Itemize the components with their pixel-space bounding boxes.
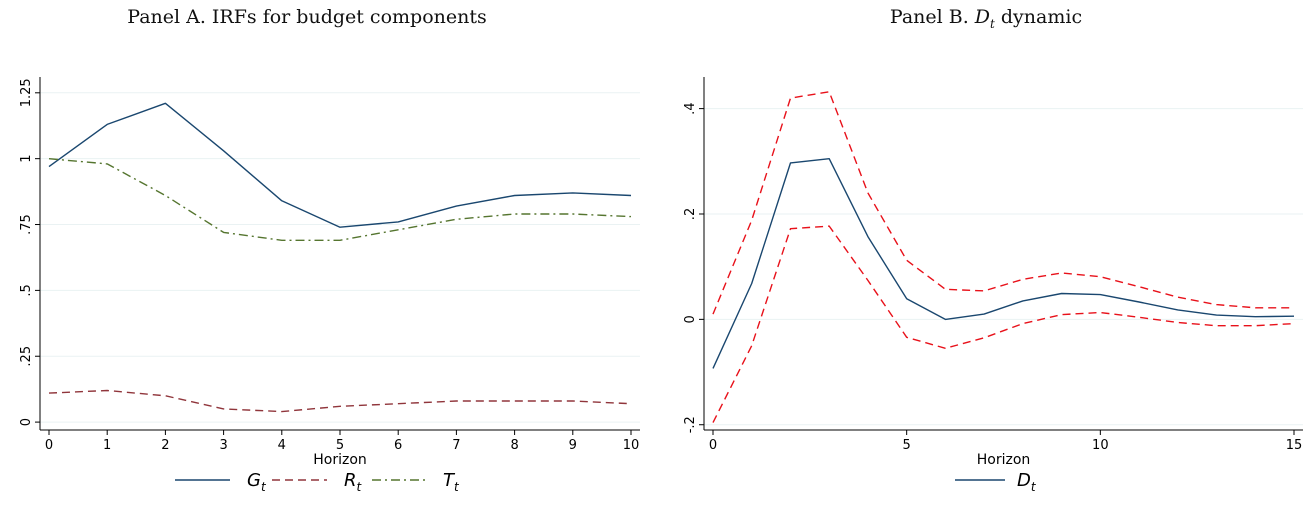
y-tick-label: -.2	[683, 416, 698, 433]
y-tick-label: 0	[683, 315, 698, 323]
x-axis-label: Horizon	[977, 452, 1031, 468]
x-tick-label: 10	[623, 438, 640, 453]
x-tick-label: 6	[394, 438, 402, 453]
legend-subscript: t	[454, 480, 460, 494]
y-tick-label: .25	[19, 346, 34, 367]
series-line-d	[712, 157, 1295, 369]
series-line-g	[48, 102, 632, 228]
panel-b-title-var: D	[974, 6, 991, 28]
legend-label-g: Gt	[247, 470, 267, 494]
series-line-r	[48, 389, 632, 413]
y-tick-label: .5	[19, 284, 34, 296]
legend-subscript: t	[261, 480, 267, 494]
y-tick-label: 0	[19, 418, 34, 426]
series-line-band-1	[712, 91, 1294, 315]
x-tick-label: 2	[161, 438, 169, 453]
y-tick-label: .4	[683, 102, 698, 114]
y-tick-label: 1.25	[19, 78, 34, 107]
panel-a-title-text: Panel A. IRFs for budget components	[127, 6, 487, 28]
panel-b-title-suffix: dynamic	[994, 6, 1083, 28]
legend-label-r: Rt	[344, 470, 363, 494]
series-line-t	[48, 158, 632, 242]
panel-b-title-prefix: Panel B.	[889, 6, 975, 28]
x-tick-label: 5	[336, 438, 344, 453]
series-line-band-2	[712, 225, 1295, 423]
panel-b-title: Panel B. Dt dynamic	[890, 6, 1082, 31]
x-tick-label: 1	[103, 438, 111, 453]
legend-label-t: Tt	[443, 470, 460, 494]
legend-subscript: t	[1031, 480, 1037, 494]
chart-panel-1: -.2 0 .2 .4 0 5 10 15 Horizon Dt	[683, 77, 1303, 494]
x-tick-label: 10	[1092, 438, 1109, 453]
x-tick-label: 0	[709, 438, 717, 453]
legend-subscript: t	[357, 480, 363, 494]
x-tick-label: 3	[219, 438, 227, 453]
x-tick-label: 7	[452, 438, 460, 453]
x-tick-label: 9	[569, 438, 577, 453]
legend-label-d: Dt	[1017, 470, 1037, 494]
x-tick-label: 4	[278, 438, 286, 453]
y-tick-label: .2	[683, 208, 698, 220]
panel-a-title: Panel A. IRFs for budget components	[127, 6, 486, 28]
panel-b-title-sub: t	[990, 16, 995, 31]
y-tick-label: .75	[19, 214, 34, 235]
x-tick-label: 0	[45, 438, 53, 453]
chart-panel-0: 0 .25 .5 .75 1 1.25 0 1 2 3 4 5 6 7 8 9 10 Horizon Gt Rt Tt	[19, 77, 640, 494]
x-tick-label: 15	[1286, 438, 1303, 453]
y-tick-label: 1	[19, 155, 34, 163]
x-axis-label: Horizon	[313, 452, 367, 468]
x-tick-label: 8	[510, 438, 518, 453]
x-tick-label: 5	[903, 438, 911, 453]
